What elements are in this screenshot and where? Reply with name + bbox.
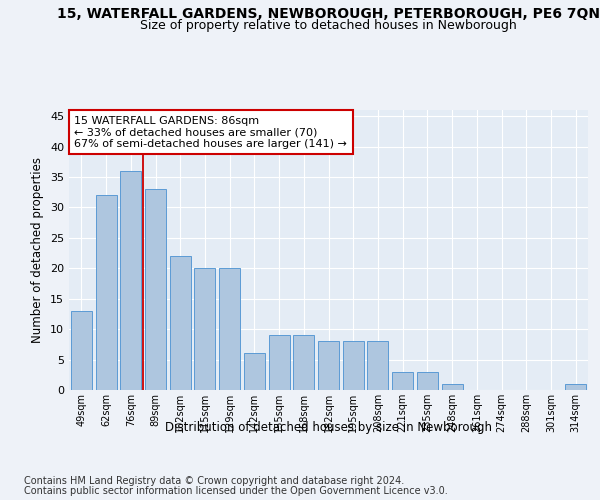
Bar xyxy=(244,354,265,390)
Bar xyxy=(318,342,339,390)
Bar xyxy=(417,372,438,390)
Text: 15, WATERFALL GARDENS, NEWBOROUGH, PETERBOROUGH, PE6 7QN: 15, WATERFALL GARDENS, NEWBOROUGH, PETER… xyxy=(58,8,600,22)
Bar xyxy=(565,384,586,390)
Bar xyxy=(95,195,116,390)
Bar xyxy=(219,268,240,390)
Bar xyxy=(120,171,141,390)
Text: Contains HM Land Registry data © Crown copyright and database right 2024.: Contains HM Land Registry data © Crown c… xyxy=(24,476,404,486)
Bar xyxy=(71,311,92,390)
Text: Size of property relative to detached houses in Newborough: Size of property relative to detached ho… xyxy=(140,19,517,32)
Bar xyxy=(170,256,191,390)
Bar xyxy=(194,268,215,390)
Bar xyxy=(367,342,388,390)
Bar xyxy=(293,335,314,390)
Bar xyxy=(343,342,364,390)
Text: Contains public sector information licensed under the Open Government Licence v3: Contains public sector information licen… xyxy=(24,486,448,496)
Text: 15 WATERFALL GARDENS: 86sqm
← 33% of detached houses are smaller (70)
67% of sem: 15 WATERFALL GARDENS: 86sqm ← 33% of det… xyxy=(74,116,347,149)
Bar xyxy=(145,189,166,390)
Bar xyxy=(392,372,413,390)
Bar xyxy=(269,335,290,390)
Text: Distribution of detached houses by size in Newborough: Distribution of detached houses by size … xyxy=(166,421,493,434)
Bar xyxy=(442,384,463,390)
Y-axis label: Number of detached properties: Number of detached properties xyxy=(31,157,44,343)
